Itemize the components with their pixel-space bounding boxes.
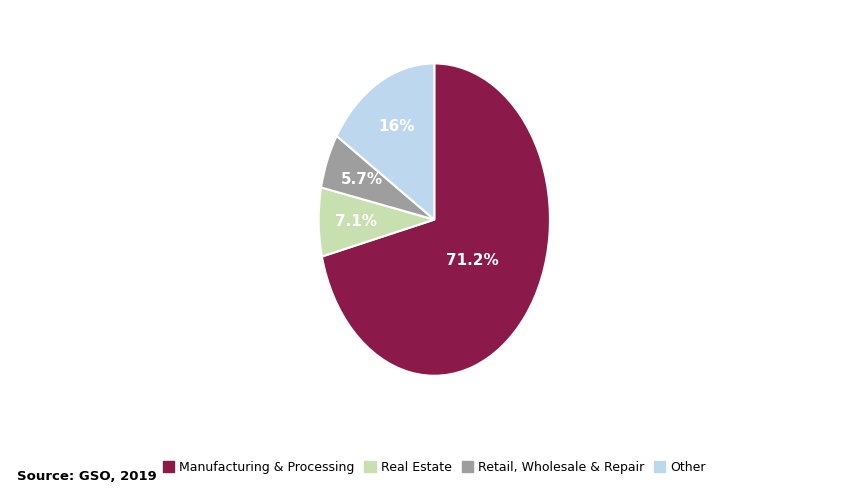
Wedge shape xyxy=(321,136,434,220)
Legend: Manufacturing & Processing, Real Estate, Retail, Wholesale & Repair, Other: Manufacturing & Processing, Real Estate,… xyxy=(157,456,711,479)
Text: 71.2%: 71.2% xyxy=(446,253,499,267)
Text: 16%: 16% xyxy=(378,119,415,134)
Text: 7.1%: 7.1% xyxy=(335,214,377,229)
Wedge shape xyxy=(318,187,434,257)
Wedge shape xyxy=(336,63,434,220)
Text: Source: GSO, 2019: Source: GSO, 2019 xyxy=(17,470,157,483)
Text: 5.7%: 5.7% xyxy=(341,172,383,187)
Wedge shape xyxy=(322,63,550,376)
